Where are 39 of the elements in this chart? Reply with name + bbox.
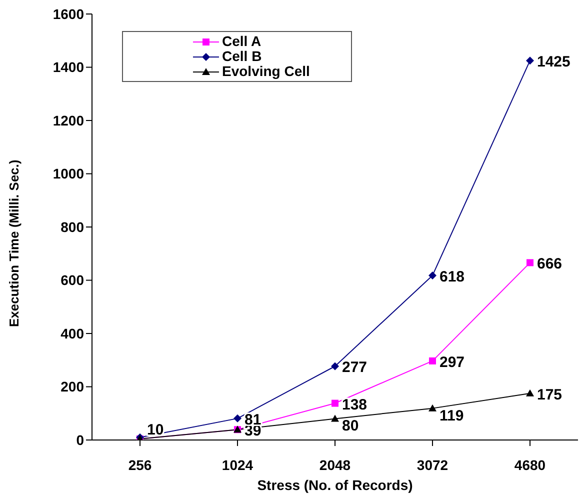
x-axis-title: Stress (No. of Records): [257, 477, 413, 493]
data-label: 138: [342, 396, 368, 414]
data-label: 1425: [537, 54, 570, 71]
x-tick-label: 1024: [222, 456, 254, 473]
x-tick-label: 4680: [514, 456, 546, 473]
y-tick-label: 1000: [52, 166, 84, 182]
data-label: 277: [342, 359, 368, 376]
x-tick-label: 256: [128, 456, 152, 473]
point: [332, 400, 338, 407]
point: [331, 362, 339, 370]
y-tick-label: 200: [60, 378, 84, 395]
legend-label: Cell A: [222, 33, 262, 49]
x-tick-label: 3072: [416, 456, 448, 473]
point: [234, 414, 242, 422]
y-tick-label: 600: [60, 272, 84, 288]
point: [428, 404, 436, 412]
point: [428, 271, 436, 280]
y-tick-label: 400: [60, 325, 84, 342]
legend-label: Evolving Cell: [222, 63, 310, 79]
data-label: 618: [440, 268, 465, 286]
y-tick-label: 1600: [52, 6, 84, 22]
data-label: 666: [537, 256, 562, 273]
data-label: 10: [147, 421, 164, 438]
data-label: 297: [440, 354, 465, 371]
data-label: 119: [440, 407, 464, 424]
data-label: 175: [537, 386, 562, 404]
y-tick-label: 800: [60, 218, 84, 235]
y-axis-title: Execution Time (Milli. Sec.): [6, 160, 22, 327]
point: [429, 357, 436, 364]
y-tick-label: 1200: [52, 112, 84, 128]
y-tick-label: 1400: [52, 59, 84, 76]
point: [331, 414, 339, 422]
point: [526, 259, 534, 266]
point: [526, 389, 534, 396]
legend-label: Cell B: [222, 48, 262, 64]
x-tick-label: 2048: [319, 456, 351, 473]
point: [526, 56, 534, 65]
y-tick-label: 0: [76, 432, 84, 448]
data-label: 80: [342, 418, 359, 435]
